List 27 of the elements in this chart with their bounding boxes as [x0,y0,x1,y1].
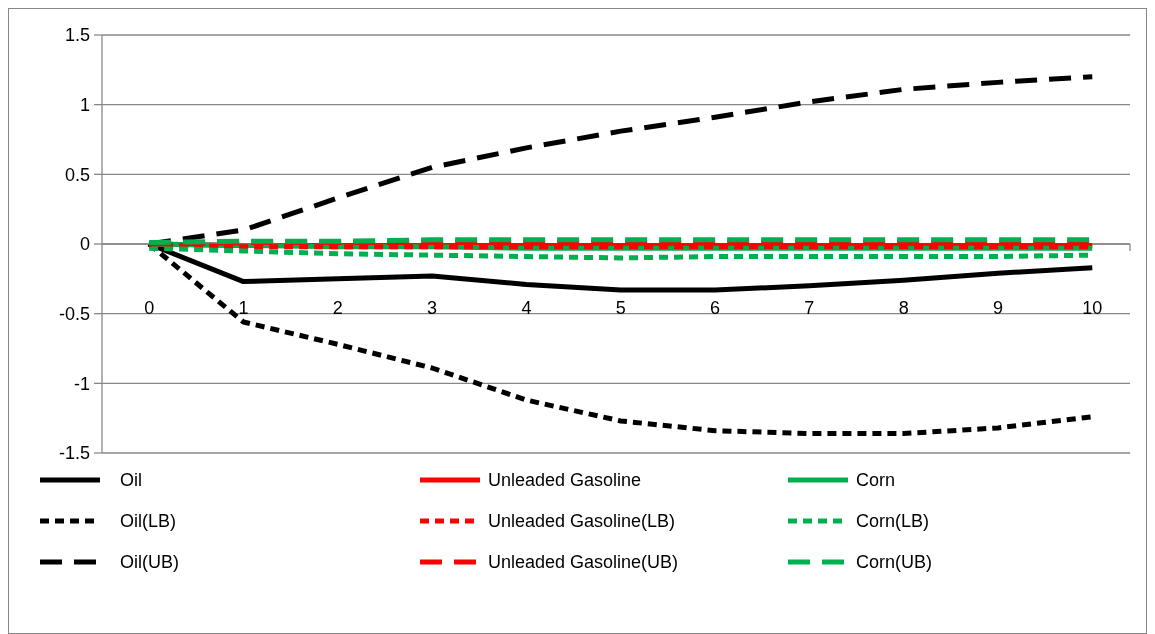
x-tick-label: 3 [427,298,438,318]
y-tick-label: 0 [79,234,90,255]
legend-label: Oil(LB) [120,511,177,532]
x-tick-label: 1 [238,298,249,318]
legend-label: Corn(UB) [856,552,933,573]
x-tick-label: 0 [144,298,155,318]
y-tick-label: 0.5 [64,164,90,185]
x-tick-label: 6 [710,298,721,318]
legend-label: Oil [120,470,142,491]
x-tick-label: 4 [521,298,532,318]
x-tick-label: 7 [804,298,815,318]
y-tick-label: 1 [79,94,90,115]
legend-label: Unleaded Gasoline(UB) [488,552,679,573]
x-tick-label: 5 [615,298,626,318]
legend-label: Unleaded Gasoline(LB) [488,511,676,532]
legend-label: Corn(LB) [856,511,930,532]
legend-label: Unleaded Gasoline [488,470,642,491]
y-tick-label: -1.5 [58,443,90,464]
x-tick-label: 2 [332,298,343,318]
x-tick-label: 9 [992,298,1003,318]
legend-label: Oil(UB) [120,552,179,573]
y-tick-label: 1.5 [64,25,90,46]
y-tick-label: -1 [73,373,90,394]
x-tick-label: 8 [898,298,909,318]
legend-label: Corn [856,470,896,491]
y-tick-label: -0.5 [58,303,90,324]
x-tick-label: 10 [1082,298,1103,318]
